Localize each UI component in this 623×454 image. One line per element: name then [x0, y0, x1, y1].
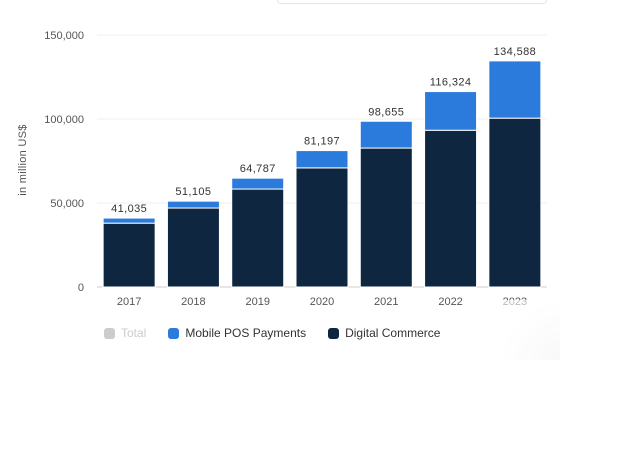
value-labels: 41,035 51,105 64,787 81,197 98,655 116,324 134… [111, 46, 536, 215]
bar-digital-commerce[interactable] [359, 147, 413, 288]
y-axis-title: in million US$ [17, 124, 29, 195]
bar-digital-commerce[interactable] [424, 129, 478, 288]
total-value-label: 64,787 [240, 163, 276, 175]
total-value-label: 81,197 [304, 136, 340, 148]
bar-mobile-pos[interactable] [488, 60, 542, 119]
legend-swatch-total [104, 327, 115, 339]
bar-mobile-pos[interactable] [295, 150, 349, 169]
x-tick-label: 2018 [181, 296, 205, 308]
total-value-label: 41,035 [111, 203, 147, 215]
bar-mobile-pos[interactable] [166, 200, 220, 209]
y-tick-label: 150,000 [44, 30, 84, 42]
x-tick-label: 2022 [438, 296, 462, 308]
legend-label-mobile-pos: Mobile POS Payments [185, 326, 307, 340]
total-value-label: 134,588 [494, 46, 537, 58]
total-value-label: 51,105 [175, 186, 211, 198]
bar-mobile-pos[interactable] [424, 91, 478, 131]
x-tick-label: 2021 [374, 296, 398, 308]
legend-swatch-digital-commerce [328, 327, 340, 339]
bar-digital-commerce[interactable] [488, 117, 542, 288]
y-tick-label: 0 [78, 282, 84, 294]
legend-item-total[interactable]: Total [104, 326, 146, 340]
legend-swatch-mobile-pos [168, 327, 180, 339]
bar-digital-commerce[interactable] [102, 222, 156, 288]
x-tick-label: 2019 [245, 296, 269, 308]
total-value-label: 98,655 [368, 106, 404, 118]
y-tick-label: 100,000 [44, 114, 84, 126]
total-value-label: 116,324 [430, 77, 472, 89]
x-axis-ticks: 2017201820192020202120222023 [117, 296, 527, 308]
x-tick-label: 2017 [117, 296, 141, 308]
legend-label-digital-commerce: Digital Commerce [345, 326, 441, 340]
bar-digital-commerce[interactable] [231, 188, 285, 288]
bar-mobile-pos[interactable] [359, 120, 413, 149]
decorative-fade [500, 300, 560, 360]
legend-label-total: Total [121, 326, 147, 340]
bar-mobile-pos[interactable] [231, 177, 285, 190]
bars [102, 60, 542, 288]
legend-item-digital-commerce[interactable]: Digital Commerce [328, 326, 440, 340]
legend-item-mobile-pos[interactable]: Mobile POS Payments [168, 326, 306, 340]
x-tick-label: 2020 [310, 296, 334, 308]
y-axis-ticks: 0 50,000 100,000 150,000 [44, 30, 84, 294]
y-tick-label: 50,000 [50, 198, 84, 210]
bar-digital-commerce[interactable] [295, 167, 349, 288]
legend: Total Mobile POS Payments Digital Commer… [104, 326, 462, 340]
bar-digital-commerce[interactable] [166, 207, 220, 288]
bar-mobile-pos[interactable] [102, 217, 156, 224]
